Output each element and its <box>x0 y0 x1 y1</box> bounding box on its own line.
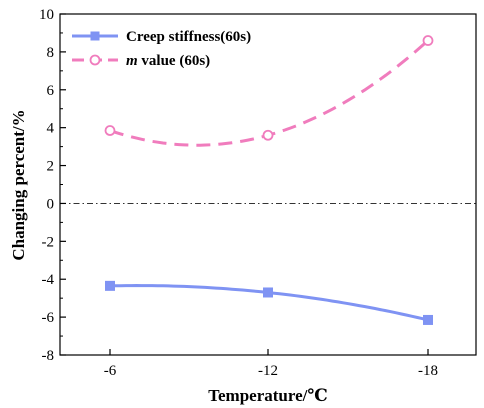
y-tick-label: 6 <box>47 83 55 99</box>
data-point <box>262 129 274 141</box>
y-tick-label: 8 <box>47 45 55 61</box>
data-point <box>422 35 434 46</box>
data-point <box>263 287 273 298</box>
y-tick-label: -4 <box>42 272 55 288</box>
y-tick-label: -2 <box>42 234 55 250</box>
data-point <box>104 125 116 136</box>
series-layer <box>104 35 434 325</box>
y-tick-label: 10 <box>39 7 54 23</box>
y-tick-label: -6 <box>42 310 55 326</box>
legend-label: m value (60s) <box>126 53 210 69</box>
x-tick-label: -6 <box>104 363 117 379</box>
y-tick-label: -8 <box>42 348 55 364</box>
legend-swatch-marker <box>90 31 100 41</box>
y-tick-label: 4 <box>47 121 55 137</box>
x-tick-label: -12 <box>258 363 278 379</box>
legend: Creep stiffness(60s) m value (60s) <box>72 29 251 69</box>
y-tick-label: 0 <box>47 196 55 212</box>
x-tick-label: -18 <box>418 363 438 379</box>
data-point <box>423 314 433 325</box>
y-tick-label: 2 <box>47 159 55 175</box>
ticks-layer: -8 -6 -4 -2 0 2 4 6 8 10 -6 -12 -18 <box>39 7 438 379</box>
legend-label: Creep stiffness(60s) <box>126 29 251 45</box>
data-point <box>105 280 115 291</box>
legend-swatch-marker <box>89 54 101 66</box>
x-axis-title: Temperature/℃ <box>208 386 328 405</box>
plot-frame <box>59 13 477 356</box>
y-axis-title: Changing percent/% <box>9 109 28 260</box>
